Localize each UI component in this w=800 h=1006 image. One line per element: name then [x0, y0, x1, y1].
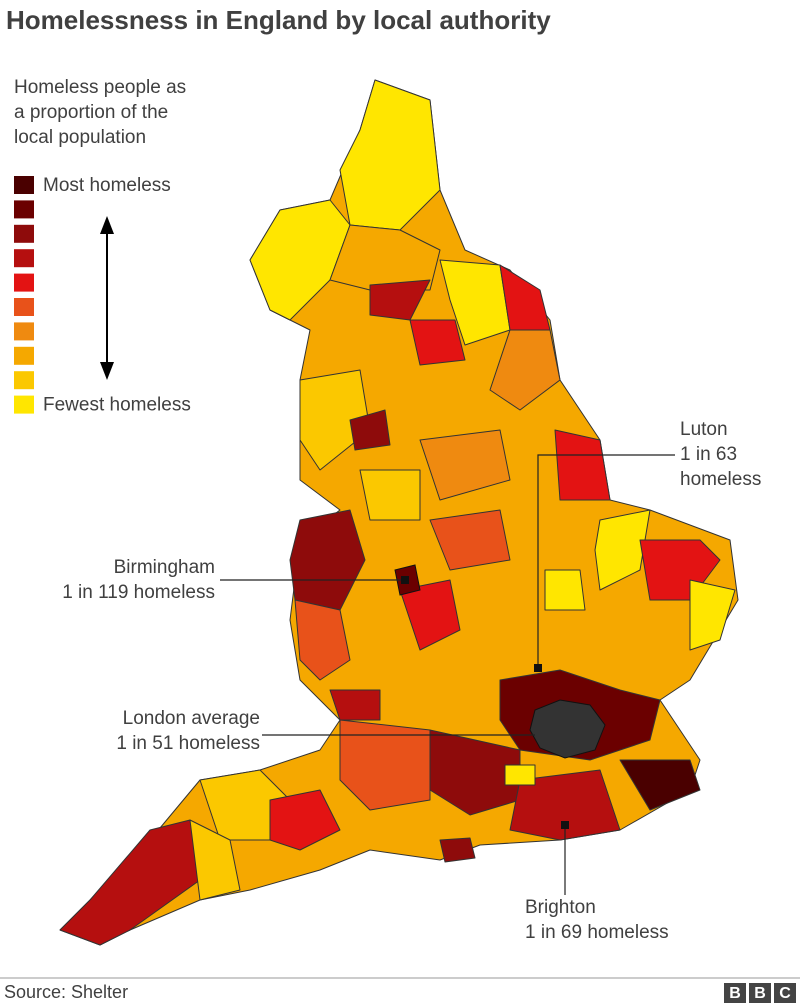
logo-letter: B [729, 985, 741, 1002]
region [349, 409, 391, 451]
region [359, 469, 421, 521]
annotations: Luton 1 in 63 homeless Birmingham 1 in 119 h… [62, 419, 761, 943]
region [689, 579, 736, 651]
region [429, 509, 511, 571]
title: Homelessness in England by local authori… [6, 5, 551, 35]
annotation-text: 1 in 63 [680, 444, 737, 465]
legend-swatch [14, 224, 34, 243]
region [399, 579, 461, 651]
region [189, 819, 241, 901]
legend-swatch [14, 249, 34, 268]
legend-arrow-head [100, 216, 114, 234]
region [249, 199, 351, 321]
region [299, 369, 371, 471]
annotation-text: 1 in 69 homeless [525, 922, 669, 943]
region [544, 569, 586, 611]
legend-title-line: local population [14, 127, 146, 148]
region [504, 764, 536, 786]
logo-letter: B [754, 985, 766, 1002]
england-map [59, 79, 739, 946]
annotation-text: 1 in 51 homeless [116, 733, 260, 754]
region [59, 819, 201, 946]
legend-swatch [14, 371, 34, 390]
legend-swatch [14, 395, 34, 414]
region [509, 769, 621, 841]
legend-arrow-head [100, 362, 114, 380]
region [269, 789, 341, 851]
legend-title-line: a proportion of the [14, 102, 168, 123]
logo-box [749, 983, 771, 1003]
region [329, 224, 441, 291]
region [489, 329, 561, 411]
logo-letter: C [779, 985, 791, 1002]
location-marker [534, 664, 542, 672]
legend-title-line: Homeless people as [14, 77, 186, 98]
legend-swatch [14, 298, 34, 316]
annotation-text: Brighton [525, 897, 596, 918]
source: Source: Shelter [4, 982, 128, 1002]
legend-swatch [14, 346, 34, 365]
region [594, 509, 651, 591]
region [419, 429, 511, 501]
annotation-text: 1 in 119 homeless [62, 582, 215, 603]
isle-of-wight [439, 837, 476, 863]
location-marker [401, 576, 409, 584]
annotation-text: London average [123, 708, 260, 729]
london-area [529, 699, 606, 759]
legend-swatch [14, 322, 34, 341]
region [619, 759, 701, 811]
region [329, 689, 381, 721]
annotation-text: Birmingham [114, 557, 215, 578]
legend-swatch [14, 176, 34, 194]
annotation-text: homeless [680, 469, 761, 490]
legend: Homeless people as a proportion of the loc… [14, 77, 191, 416]
logo-box [774, 983, 796, 1003]
legend-swatch [14, 200, 34, 219]
leader-line [537, 454, 675, 668]
annotation-text: Luton [680, 419, 728, 440]
region [294, 599, 351, 681]
legend-label: Fewest homeless [43, 395, 191, 416]
region [409, 319, 466, 366]
region [439, 259, 511, 346]
location-marker [561, 821, 569, 829]
region [554, 429, 611, 501]
legend-label: Most homeless [43, 175, 171, 196]
region [339, 719, 431, 811]
legend-swatch [14, 273, 34, 292]
logo-box [724, 983, 746, 1003]
